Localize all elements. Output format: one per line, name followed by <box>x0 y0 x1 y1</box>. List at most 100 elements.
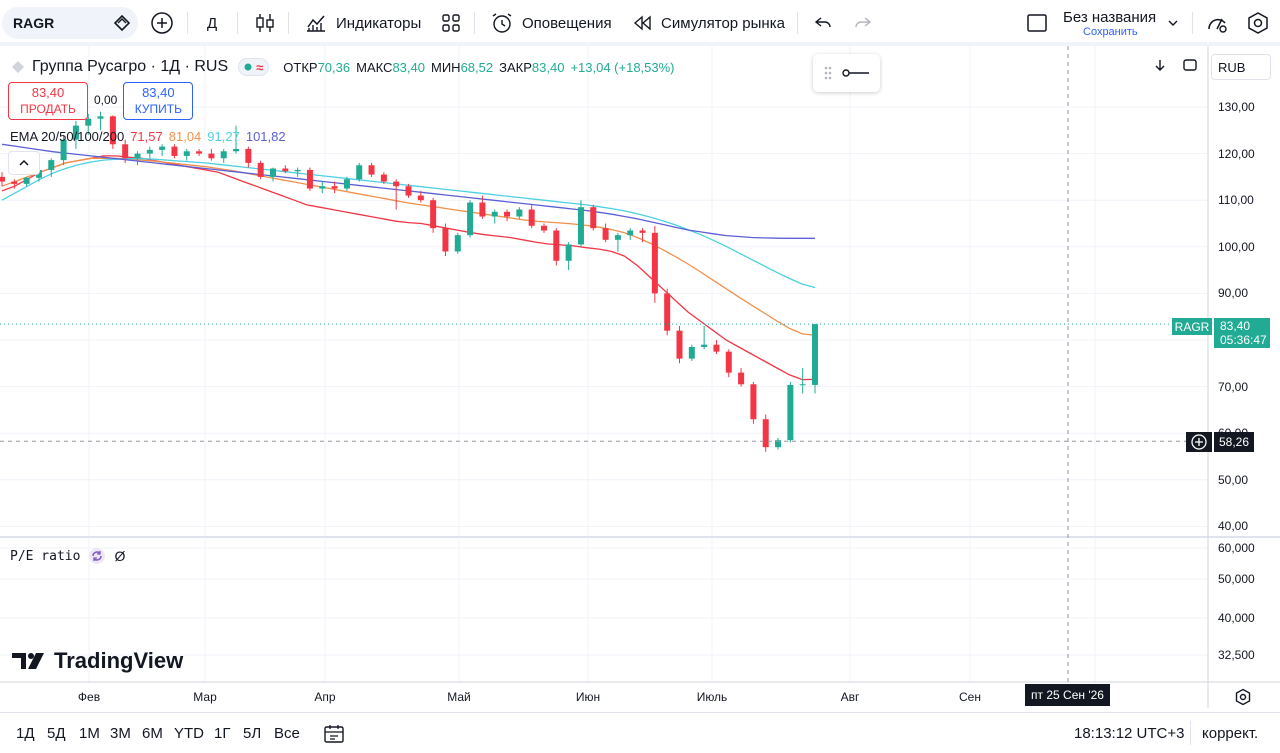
pe-tick: 60,000 <box>1218 541 1255 555</box>
pe-value: Ø <box>114 548 126 564</box>
chart-settings-button[interactable] <box>1234 688 1252 711</box>
candle-body <box>725 351 732 373</box>
candle-body <box>467 202 474 236</box>
layout-name-button[interactable]: Без названия Сохранить <box>1063 9 1163 38</box>
redo-button[interactable] <box>853 8 873 38</box>
market-status-badge[interactable]: ≈ <box>238 58 270 76</box>
undo-button[interactable] <box>813 8 833 38</box>
clock-timezone[interactable]: 18:13:12 UTC+3 <box>1074 725 1185 742</box>
alerts-button[interactable]: Оповещения <box>490 8 612 38</box>
pe-tick: 32,500 <box>1218 648 1255 662</box>
candle-body <box>23 177 30 184</box>
price-chart[interactable] <box>0 46 1280 708</box>
candle-body <box>664 293 671 331</box>
gauge-icon <box>1208 18 1227 33</box>
candle-body <box>0 176 5 182</box>
candle-body <box>368 165 375 175</box>
candle-body <box>306 169 313 189</box>
candle-body <box>639 230 646 233</box>
trade-panel: 83,40 ПРОДАТЬ 0,00 83,40 КУПИТЬ <box>8 82 194 120</box>
collapse-legend-button[interactable] <box>8 151 40 175</box>
tradingview-logo[interactable]: TradingView <box>12 648 183 674</box>
plus-circle-icon <box>151 12 173 34</box>
candle-body <box>393 181 400 187</box>
go-to-date-button[interactable] <box>323 723 345 750</box>
candle-body <box>528 209 535 226</box>
interval-button[interactable]: Д <box>207 8 217 38</box>
adjust-button[interactable]: коррект. <box>1202 725 1259 742</box>
price-tick: 120,00 <box>1218 146 1255 161</box>
range-button[interactable]: 3М <box>110 725 131 742</box>
top-toolbar: RAGR Д Индикаторы Оповещения Симулятор р… <box>0 0 1280 46</box>
buy-button[interactable]: 83,40 КУПИТЬ <box>123 82 194 120</box>
low-label: МИН <box>431 59 461 75</box>
currency-selector[interactable]: RUB <box>1211 54 1271 80</box>
low-value: 68,52 <box>460 59 494 75</box>
quick-search-button[interactable] <box>1205 8 1229 38</box>
range-button[interactable]: 1Г <box>214 725 231 742</box>
candle-body <box>602 228 609 240</box>
chart-type-button[interactable] <box>254 8 276 38</box>
replay-button[interactable]: Симулятор рынка <box>631 8 785 38</box>
candle-body <box>72 125 79 140</box>
time-tick: Сен <box>959 690 981 704</box>
candle-body <box>799 384 806 386</box>
candle-body <box>565 244 572 261</box>
candle-body <box>245 148 252 163</box>
candle-body <box>701 344 708 347</box>
fullscreen-toggle[interactable] <box>1026 8 1048 38</box>
drawing-toolbar[interactable] <box>813 54 880 92</box>
time-tick: Май <box>447 690 471 704</box>
candle-body <box>762 419 769 448</box>
buy-label: КУПИТЬ <box>134 102 182 116</box>
ema-legend[interactable]: EMA 20/50/100/200 71,57 81,04 91,27 101,… <box>10 129 292 144</box>
candle-body <box>738 372 745 385</box>
range-button[interactable]: 6М <box>142 725 163 742</box>
chart-area[interactable]: Группа Русагро · 1Д · RUS ≈ ОТКР 70,36 М… <box>0 46 1280 708</box>
pe-label: P/E ratio <box>10 548 81 564</box>
candle-body <box>577 207 584 245</box>
symbol-search[interactable]: RAGR <box>2 7 138 39</box>
arrow-down-icon <box>1155 60 1165 71</box>
add-symbol-button[interactable] <box>150 8 174 38</box>
indicators-button[interactable]: Индикаторы <box>304 8 421 38</box>
range-button[interactable]: 5Д <box>47 725 66 742</box>
settings-button[interactable] <box>1246 8 1270 38</box>
layout-name: Без названия <box>1063 9 1157 26</box>
horizontal-ray-icon[interactable] <box>842 67 870 79</box>
layouts-button[interactable] <box>440 8 462 38</box>
add-alert-plus-button[interactable] <box>1186 432 1212 452</box>
candle-body <box>627 230 634 236</box>
high-value: 83,40 <box>392 59 425 75</box>
range-button[interactable]: 5Л <box>243 725 262 742</box>
sell-button[interactable]: 83,40 ПРОДАТЬ <box>8 82 88 120</box>
range-button[interactable]: 1Д <box>16 725 35 742</box>
range-button[interactable]: Все <box>274 725 300 742</box>
price-tick: 110,00 <box>1218 193 1254 208</box>
buy-price: 83,40 <box>142 85 175 100</box>
indicators-icon <box>307 15 325 32</box>
maximize-pane-button[interactable] <box>1179 54 1201 76</box>
candle-body <box>270 168 276 177</box>
replay-label: Симулятор рынка <box>661 14 785 32</box>
candle-body <box>676 330 683 359</box>
pe-ratio-legend[interactable]: P/E ratio Ø <box>10 547 125 565</box>
save-button[interactable]: Сохранить <box>1083 26 1138 38</box>
candle-body <box>11 181 18 184</box>
candle-body <box>35 169 42 178</box>
candle-body <box>343 179 350 189</box>
bottom-toolbar: 1Д 5Д 1М 3М 6М YTD 1Г 5Л Все 18:13:12 UTC+3 корр… <box>0 712 1280 753</box>
candle-body <box>97 116 104 119</box>
candle-body <box>294 169 301 172</box>
range-button[interactable]: YTD <box>174 725 204 742</box>
move-down-button[interactable] <box>1149 54 1171 76</box>
layout-menu-button[interactable] <box>1166 8 1180 38</box>
candle-body <box>454 235 461 252</box>
indicators-label: Индикаторы <box>336 14 422 32</box>
price-tick: 70,00 <box>1218 379 1249 394</box>
diamond-icon[interactable] <box>112 13 132 33</box>
wave-icon: ≈ <box>256 59 264 75</box>
range-button[interactable]: 1М <box>79 725 100 742</box>
undo-icon <box>814 17 831 28</box>
drag-handle-icon[interactable] <box>823 65 833 81</box>
